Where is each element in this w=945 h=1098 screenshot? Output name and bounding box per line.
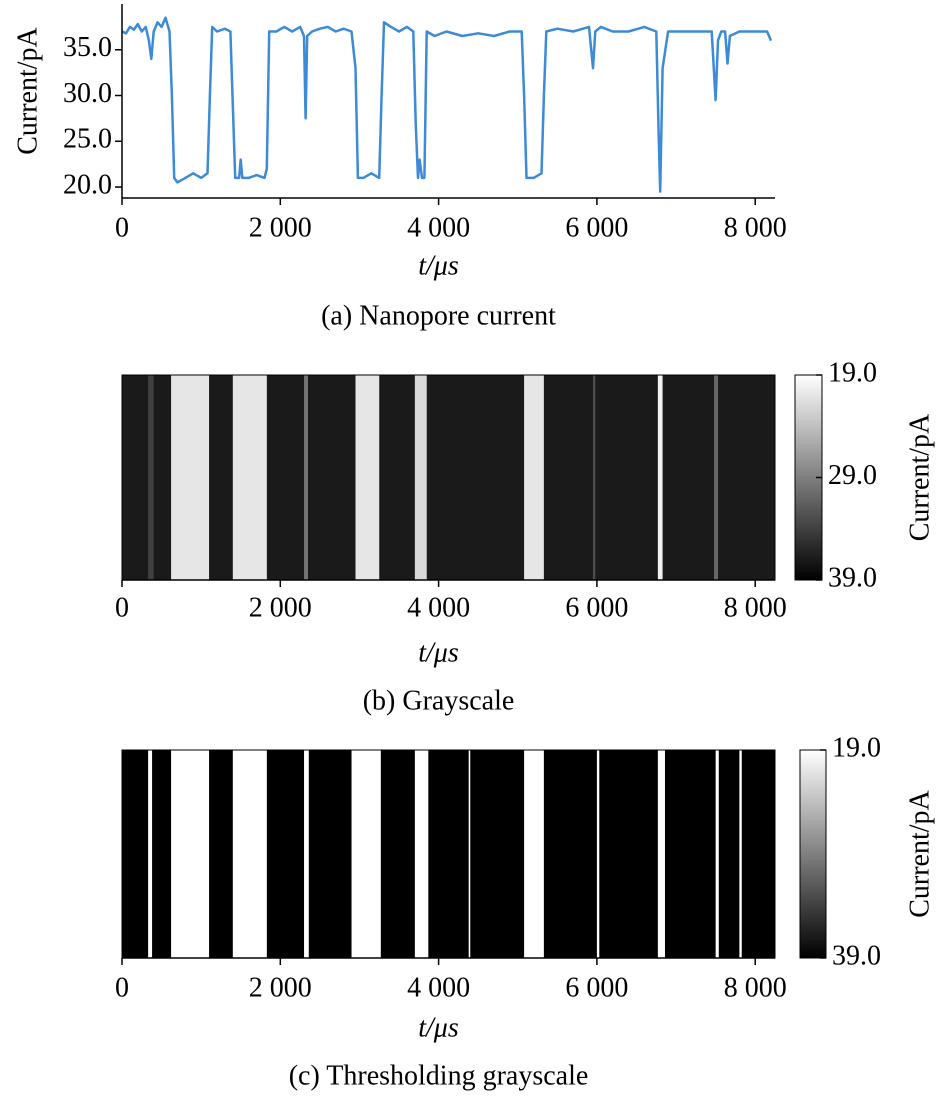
gray-strip [468,750,471,958]
gray-strip [266,375,305,580]
colorbar [799,749,827,959]
gray-strip [414,750,429,958]
gray-strip [543,750,598,958]
gray-strip [414,375,428,580]
x-tick-label: 0 [115,592,129,623]
gray-strip [715,750,720,958]
x-tick-label: 2 000 [249,592,312,623]
current-line [121,16,773,193]
gray-strip [122,375,149,580]
gray-strip [152,750,172,958]
gray-strip [153,375,172,580]
x-tick-label: 0 [115,972,129,1003]
y-tick-label: 25.0 [63,124,112,155]
gray-strip [304,750,310,958]
gray-strip [266,750,305,958]
y-tick-label: 30.0 [63,78,112,109]
x-axis-label: t/μs [418,637,459,668]
gray-strip [657,375,664,580]
x-tick-label: 8 000 [724,972,787,1003]
x-tick-label: 2 000 [249,972,312,1003]
x-tick-label: 6 000 [565,972,628,1003]
x-axis-label: t/μs [418,250,459,281]
gray-strip [209,750,234,958]
gray-strip [592,375,596,580]
gray-strip [470,750,525,958]
gray-strip [232,375,268,580]
gray-strip [524,750,545,958]
y-axis-label: Current/pA [12,26,43,154]
gray-strip [351,750,382,958]
gray-strip [171,375,210,580]
x-tick-label: 2 000 [249,212,312,243]
gray-strip [379,375,416,580]
gray-strip [308,750,352,958]
colorbar-tick-label: 39.0 [832,940,881,971]
caption: (b) Grayscale [363,685,515,716]
gray-strip [148,375,155,580]
caption: (c) Thresholding grayscale [289,1060,589,1091]
gray-strip [739,750,743,958]
gray-strip [209,375,234,580]
gray-strip [714,375,719,580]
gray-strip [595,375,659,580]
x-tick-label: 6 000 [565,592,628,623]
gray-strip [171,750,210,958]
caption: (a) Nanopore current [321,300,556,331]
gray-strip [524,375,545,580]
colorbar-tick-label: 19.0 [828,357,877,388]
colorbar-label: Current/pA [904,413,935,541]
y-tick-label: 20.0 [63,169,112,200]
x-tick-label: 8 000 [724,592,787,623]
colorbar-tick-label: 29.0 [828,460,877,491]
gray-strip [308,375,356,580]
x-tick-label: 4 000 [407,592,470,623]
gray-strip [232,750,268,958]
x-axis-label: t/μs [418,1012,459,1043]
gray-strip [355,375,380,580]
gray-strip [664,750,717,958]
colorbar-label: Current/pA [904,789,935,917]
y-tick-label: 35.0 [63,32,112,63]
x-tick-label: 0 [115,212,129,243]
x-tick-label: 6 000 [565,212,628,243]
gray-strip [304,375,309,580]
gray-strip [543,375,594,580]
gray-strip [148,750,153,958]
gray-strip [662,375,715,580]
x-tick-label: 4 000 [407,212,470,243]
gray-strip [380,750,416,958]
gray-strip [718,750,740,958]
colorbar-tick-label: 39.0 [828,562,877,593]
gray-strip [426,375,525,580]
gray-strip [428,750,470,958]
x-tick-label: 8 000 [724,212,787,243]
gray-strip [122,750,149,958]
x-tick-label: 4 000 [407,972,470,1003]
gray-strip [657,750,666,958]
gray-strip [599,750,659,958]
gray-strip [718,375,776,580]
colorbar-tick-label: 19.0 [832,732,881,763]
gray-strip [596,750,600,958]
gray-strip [741,750,776,958]
